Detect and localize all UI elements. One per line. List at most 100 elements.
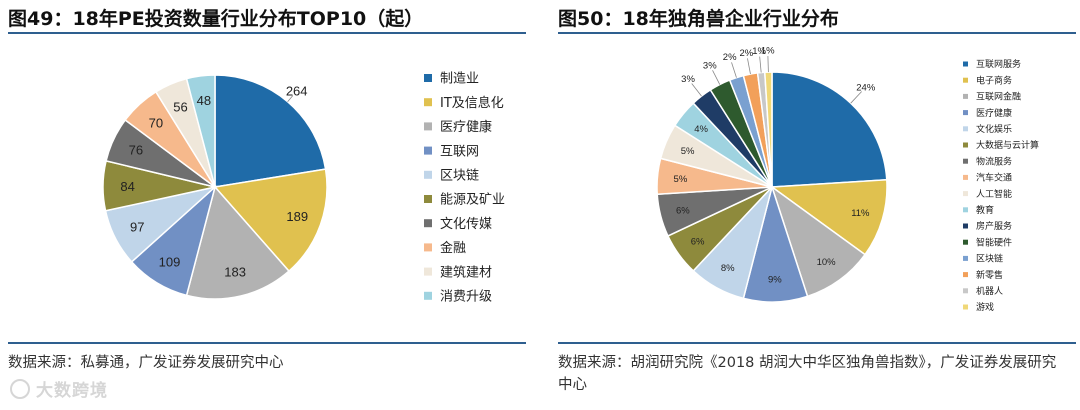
source-note: 数据来源：胡润研究院《2018 胡润大中华区独角兽指数》，广发证券发展研究中心 (558, 355, 1057, 393)
legend-item: 互联网服务 (963, 58, 1021, 70)
legend-swatch (424, 170, 432, 179)
legend-item: 互联网 (424, 144, 479, 159)
legend-label: 医疗健康 (440, 119, 492, 135)
legend-item: 大数据与云计算 (963, 139, 1039, 151)
legend-swatch (963, 223, 968, 229)
legend-swatch (424, 74, 432, 82)
legend-swatch (963, 158, 968, 164)
legend-item: 医疗健康 (424, 119, 492, 135)
legend-swatch (963, 255, 968, 261)
legend-label: 电子商务 (976, 74, 1012, 86)
legend-item: 制造业 (424, 72, 479, 87)
legend-item: 区块链 (424, 168, 479, 183)
legend-swatch (424, 122, 432, 131)
legend-label: 教育 (976, 204, 994, 216)
pie-chart-unicorn: 24%11%10%9%8%6%6%5%5%4%3%3%2% 2% 1%1%互联网服务… (656, 45, 1039, 313)
legend-label: 新零售 (976, 269, 1003, 281)
legend-swatch (424, 291, 432, 300)
legend-swatch (963, 207, 968, 213)
leader-line (759, 56, 762, 73)
legend-swatch (424, 267, 432, 276)
legend-label: 医疗健康 (976, 107, 1012, 119)
legend-item: 能源及矿业 (424, 193, 505, 208)
data-label: 3% (681, 74, 695, 85)
watermark: 大数跨境 (10, 376, 108, 401)
chart-title: 图50：18年独角兽企业行业分布 (558, 8, 839, 30)
legend: 互联网服务电子商务互联网金融医疗健康文化娱乐大数据与云计算物流服务汽车交通人工智… (963, 58, 1039, 313)
legend-label: 机器人 (976, 285, 1003, 297)
data-label: 5% (674, 174, 688, 185)
title-divider (8, 32, 526, 34)
data-label: 9% (768, 274, 782, 285)
legend-swatch (963, 61, 968, 67)
pie-slice (185, 74, 216, 188)
legend-label: 大数据与云计算 (976, 139, 1039, 151)
data-label: 76 (129, 143, 143, 158)
data-label: 3% (703, 60, 717, 71)
legend-item: 新零售 (963, 269, 1003, 281)
leader-line (767, 56, 769, 73)
legend-swatch (424, 219, 432, 228)
legend-swatch (963, 272, 968, 278)
data-label: 6% (676, 205, 690, 216)
legend-label: 文化传媒 (440, 217, 492, 232)
legend-label: 互联网金融 (976, 91, 1021, 103)
legend-item: 人工智能 (963, 188, 1012, 200)
legend-label: 互联网 (440, 144, 479, 159)
leader-line (747, 58, 751, 75)
legend-label: 制造业 (440, 72, 479, 87)
legend-label: 能源及矿业 (440, 193, 505, 208)
pie-slice (214, 74, 327, 188)
title-divider (558, 32, 1076, 34)
source-divider (558, 342, 1076, 344)
legend-item: 建筑建材 (424, 264, 492, 280)
pie-slices (656, 71, 888, 303)
pie-slice (769, 178, 888, 256)
leader-line (712, 70, 721, 85)
pie-chart-pe: 264 189 183 109 97 84 76 70 56 48 制造业 IT及信息化医疗健康互联网… (102, 72, 505, 304)
pie-slice (185, 185, 291, 300)
data-label: 70 (149, 115, 163, 130)
data-label: 56 (173, 99, 187, 114)
legend-item: 游戏 (963, 301, 994, 313)
legend-item: 金融 (424, 240, 466, 256)
data-label: 1% (761, 45, 775, 56)
leader-line (731, 62, 737, 78)
legend-label: 智能硬件 (976, 236, 1012, 248)
chart-title: 图49：18年PE投资数量行业分布TOP10（起） (8, 8, 424, 30)
legend-label: 汽车交通 (976, 172, 1012, 184)
data-label: 97 (130, 219, 144, 234)
legend-label: 文化娱乐 (976, 123, 1012, 135)
legend-label: 区块链 (976, 253, 1003, 265)
legend-swatch (963, 304, 968, 310)
watermark-text: 大数跨境 (36, 381, 108, 401)
legend-label: 物流服务 (976, 155, 1012, 167)
legend-item: 电子商务 (963, 74, 1012, 86)
chart-panel-pe-investment: 图49：18年PE投资数量行业分布TOP10（起） 264 189 183 109 97… (0, 0, 530, 410)
legend-item: 文化娱乐 (963, 123, 1012, 135)
data-label: 84 (120, 179, 134, 194)
legend-item: 物流服务 (963, 155, 1012, 167)
legend-swatch (424, 243, 432, 252)
watermark-logo-icon (10, 379, 30, 399)
legend-label: 房产服务 (976, 220, 1012, 232)
legend-swatch (424, 98, 432, 107)
data-label: 24% (856, 83, 876, 94)
legend-swatch (963, 126, 968, 132)
legend-label: 区块链 (440, 168, 479, 183)
data-label: 48 (197, 93, 211, 108)
legend-label: 建筑建材 (440, 264, 492, 280)
legend-item: 消费升级 (424, 289, 492, 304)
legend-label: IT及信息化 (440, 95, 504, 111)
legend-swatch (963, 142, 968, 148)
legend-swatch (424, 195, 432, 203)
data-label: 2% (739, 48, 753, 59)
legend-item: 教育 (963, 204, 994, 216)
data-label: 2% (723, 52, 737, 63)
legend-swatch (963, 191, 968, 197)
legend-label: 金融 (440, 240, 466, 256)
legend-swatch (963, 93, 968, 99)
legend-swatch (963, 77, 968, 83)
pie-slices (102, 74, 328, 300)
